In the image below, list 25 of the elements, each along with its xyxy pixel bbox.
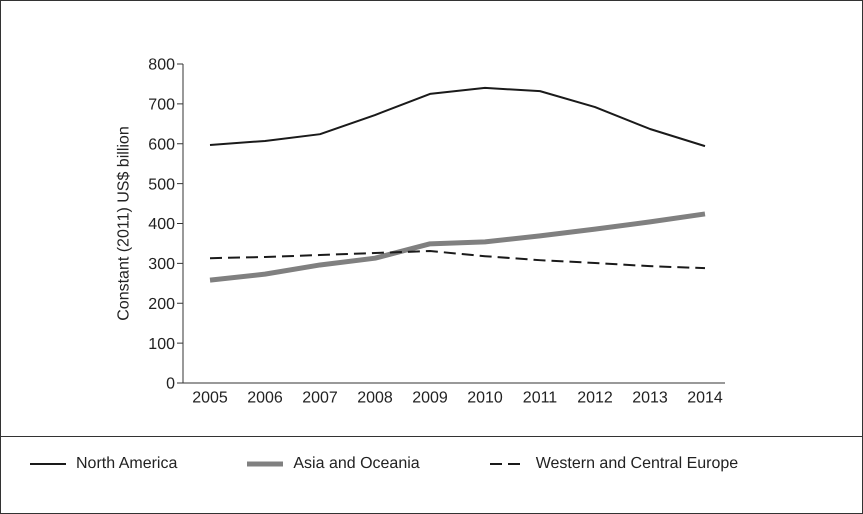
y-tick-label: 100 xyxy=(148,336,176,353)
y-axis-title: Constant (2011) US$ billion xyxy=(116,126,133,321)
y-tick-label: 500 xyxy=(148,176,176,194)
x-tick-label: 2005 xyxy=(192,389,228,406)
y-tick-label: 700 xyxy=(148,96,176,114)
line-series xyxy=(209,250,706,270)
x-tick-label: 2007 xyxy=(302,389,338,406)
x-tick-label: 2006 xyxy=(247,389,283,406)
x-tick-label: 2009 xyxy=(412,389,448,406)
y-tick-label: 200 xyxy=(148,296,176,313)
legend-label: North America xyxy=(76,455,178,473)
x-tick-label: 2012 xyxy=(577,389,613,406)
x-tick-label: 2014 xyxy=(687,389,723,406)
x-tick-label: 2013 xyxy=(632,389,668,406)
legend-label: Western and Central Europe xyxy=(536,455,738,473)
y-tick-label: 400 xyxy=(148,216,176,234)
line-series xyxy=(209,86,706,148)
x-tick-label: 2010 xyxy=(467,389,503,406)
x-tick-label: 2011 xyxy=(522,389,558,406)
y-tick-label: 800 xyxy=(148,56,176,74)
y-tick-label: 600 xyxy=(148,136,176,154)
legend-label: Asia and Oceania xyxy=(293,455,420,473)
x-tick-label: 2008 xyxy=(357,389,393,406)
y-tick-label: 300 xyxy=(148,256,176,274)
y-tick-label: 0 xyxy=(166,376,176,393)
